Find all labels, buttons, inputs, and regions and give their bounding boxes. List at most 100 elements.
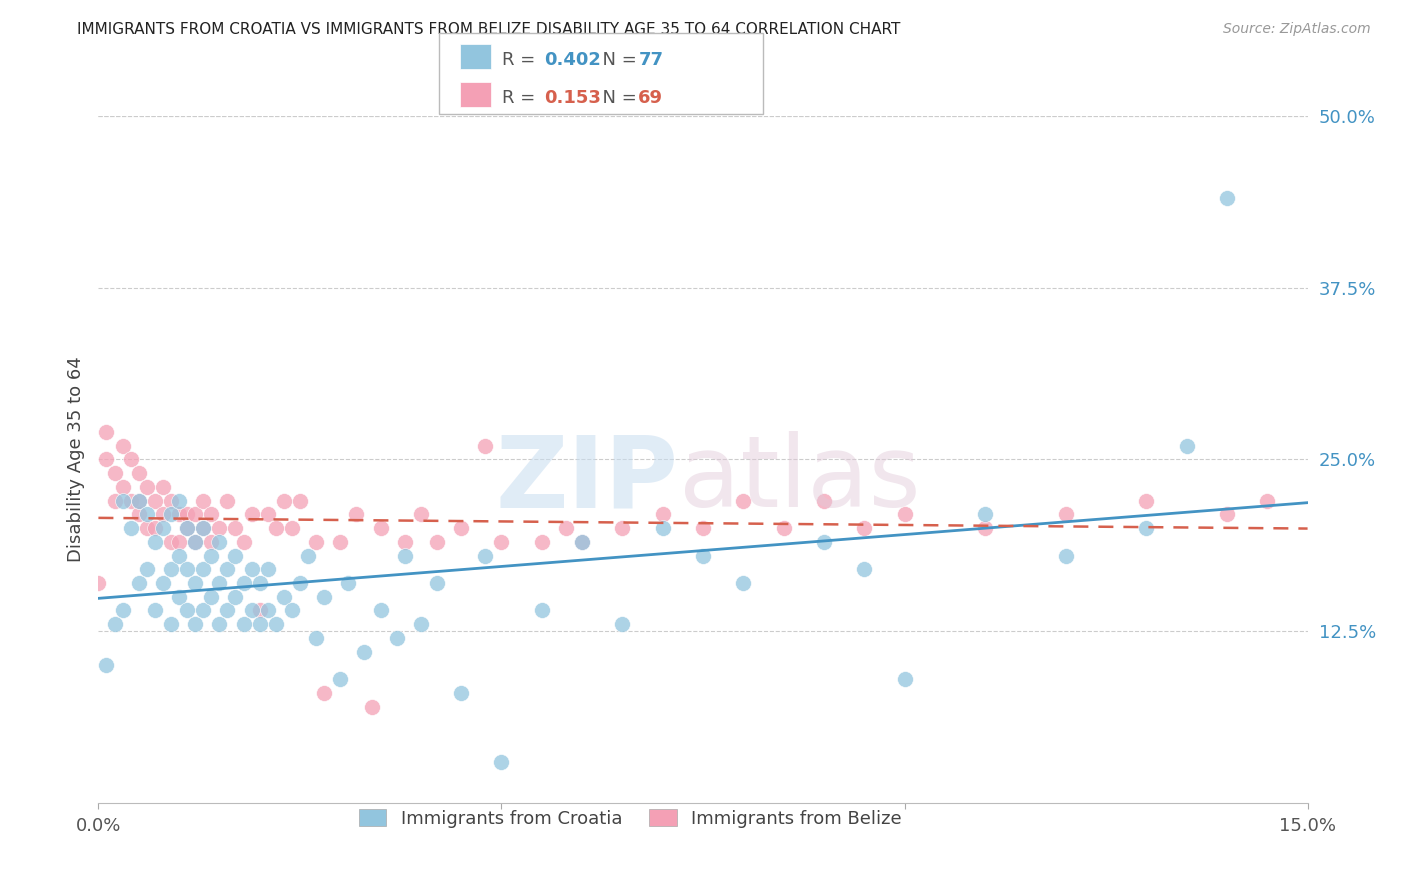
Point xyxy=(555,521,578,535)
Text: 0.153: 0.153 xyxy=(544,89,600,107)
Point xyxy=(103,466,125,480)
Point xyxy=(160,562,183,576)
Point xyxy=(530,603,553,617)
Text: ZIP: ZIP xyxy=(496,432,679,528)
Point xyxy=(193,521,215,535)
Text: N =: N = xyxy=(591,51,643,69)
Point xyxy=(853,562,876,576)
Point xyxy=(571,534,593,549)
Legend: Immigrants from Croatia, Immigrants from Belize: Immigrants from Croatia, Immigrants from… xyxy=(352,802,908,835)
Y-axis label: Disability Age 35 to 64: Disability Age 35 to 64 xyxy=(66,357,84,562)
Point xyxy=(160,508,183,522)
Point xyxy=(96,425,118,439)
Point xyxy=(733,493,755,508)
Point xyxy=(167,590,190,604)
Point xyxy=(692,521,714,535)
Point xyxy=(135,562,157,576)
Point xyxy=(733,576,755,591)
Point xyxy=(160,534,183,549)
Point xyxy=(1054,508,1077,522)
Point xyxy=(474,439,496,453)
Point xyxy=(128,493,150,508)
Point xyxy=(224,590,246,604)
Point xyxy=(167,549,190,563)
Point xyxy=(103,617,125,632)
Point xyxy=(224,549,246,563)
Point xyxy=(208,576,231,591)
Point xyxy=(426,576,449,591)
Text: 0.402: 0.402 xyxy=(544,51,600,69)
Point xyxy=(249,576,271,591)
Text: R =: R = xyxy=(502,89,541,107)
Point xyxy=(1216,508,1239,522)
Point xyxy=(273,493,295,508)
Point xyxy=(152,576,174,591)
Point xyxy=(264,521,287,535)
Point xyxy=(111,439,134,453)
Text: Source: ZipAtlas.com: Source: ZipAtlas.com xyxy=(1223,22,1371,37)
Point xyxy=(176,521,198,535)
Point xyxy=(184,534,207,549)
Point xyxy=(1256,493,1278,508)
Point xyxy=(305,534,328,549)
Point xyxy=(264,617,287,632)
Point xyxy=(200,590,222,604)
Point xyxy=(530,534,553,549)
Point xyxy=(208,521,231,535)
Point xyxy=(208,534,231,549)
Point xyxy=(176,562,198,576)
Point xyxy=(394,549,416,563)
Point xyxy=(193,562,215,576)
Point xyxy=(314,686,336,700)
Point xyxy=(111,493,134,508)
Point xyxy=(200,508,222,522)
Point xyxy=(474,549,496,563)
Point xyxy=(193,521,215,535)
Point xyxy=(232,617,254,632)
Point xyxy=(143,534,166,549)
Point xyxy=(692,549,714,563)
Point xyxy=(193,603,215,617)
Point xyxy=(200,534,222,549)
Point xyxy=(184,534,207,549)
Point xyxy=(288,576,311,591)
Point xyxy=(288,493,311,508)
Point xyxy=(370,521,392,535)
Point xyxy=(176,508,198,522)
Text: 69: 69 xyxy=(638,89,664,107)
Point xyxy=(96,658,118,673)
Point xyxy=(893,672,915,686)
Text: R =: R = xyxy=(502,51,541,69)
Point xyxy=(103,493,125,508)
Point xyxy=(143,521,166,535)
Point xyxy=(217,603,239,617)
Point xyxy=(128,508,150,522)
Point xyxy=(249,603,271,617)
Point xyxy=(353,645,375,659)
Point xyxy=(160,617,183,632)
Point xyxy=(491,755,513,769)
Text: IMMIGRANTS FROM CROATIA VS IMMIGRANTS FROM BELIZE DISABILITY AGE 35 TO 64 CORREL: IMMIGRANTS FROM CROATIA VS IMMIGRANTS FR… xyxy=(77,22,901,37)
Text: 77: 77 xyxy=(638,51,664,69)
Point xyxy=(232,534,254,549)
Point xyxy=(256,508,278,522)
Point xyxy=(813,493,835,508)
Point xyxy=(813,534,835,549)
Point xyxy=(1175,439,1198,453)
Point xyxy=(491,534,513,549)
Point xyxy=(1216,191,1239,205)
Point xyxy=(305,631,328,645)
Point xyxy=(217,493,239,508)
Point xyxy=(152,521,174,535)
Point xyxy=(135,508,157,522)
Point xyxy=(329,672,352,686)
Point xyxy=(370,603,392,617)
Point xyxy=(571,534,593,549)
Point xyxy=(120,493,142,508)
Point xyxy=(249,617,271,632)
Point xyxy=(240,562,263,576)
Point xyxy=(200,549,222,563)
Point xyxy=(426,534,449,549)
Point xyxy=(281,603,304,617)
Point xyxy=(135,521,157,535)
